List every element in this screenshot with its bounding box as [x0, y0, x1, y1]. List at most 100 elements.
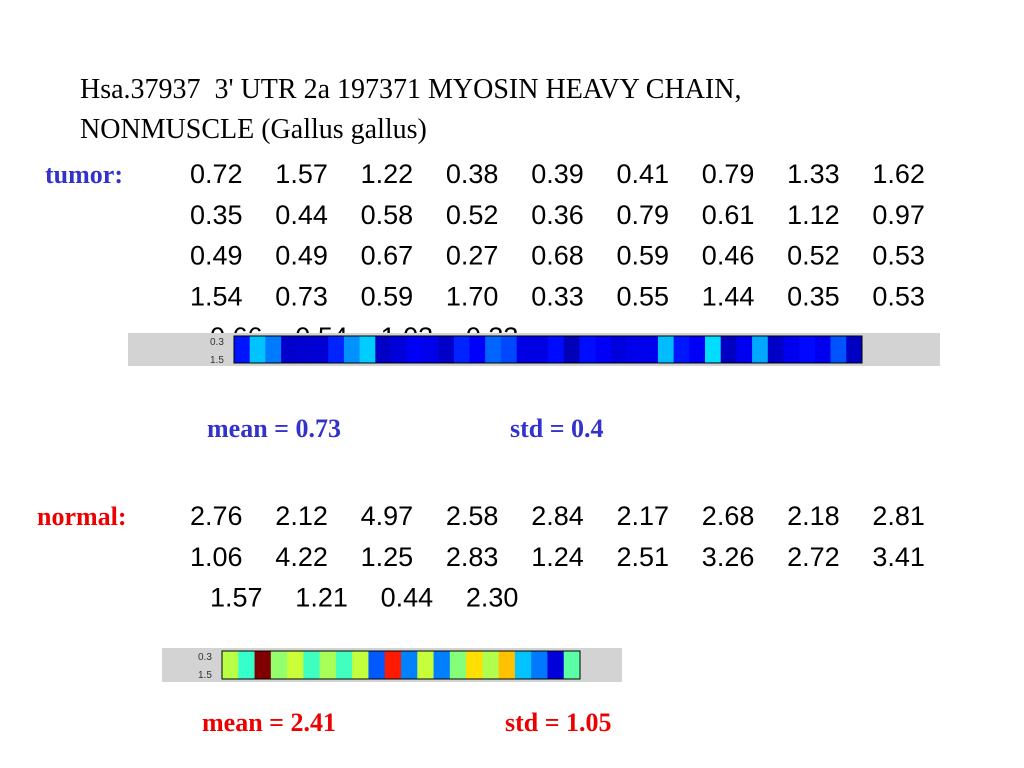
heatmap-label: 0.3	[198, 652, 212, 663]
heatmap-cell	[238, 651, 255, 679]
heatmap-cell	[720, 336, 737, 363]
heatmap-cell	[466, 651, 483, 679]
mean: mean = 0.73	[207, 414, 341, 443]
value: 0.41	[617, 159, 670, 189]
value: 0.73	[275, 281, 328, 311]
value: 0.44	[381, 583, 434, 613]
value: 2.68	[702, 501, 755, 531]
value: 2.18	[787, 501, 840, 531]
heatmap-cell	[783, 336, 800, 363]
heatmap-cell	[846, 336, 863, 363]
value: 2.51	[617, 542, 670, 572]
value: 2.30	[466, 583, 519, 613]
heatmap-cell	[270, 651, 288, 679]
heatmap-cell	[438, 336, 455, 363]
heatmap-cell	[657, 336, 674, 363]
heatmap-cell	[547, 651, 565, 679]
heatmap-cell	[391, 336, 407, 363]
value: 0.58	[361, 200, 414, 230]
value: 1.24	[531, 542, 584, 572]
heatmap-cell	[375, 336, 392, 363]
heatmap-cell	[799, 336, 816, 363]
value: 0.52	[446, 200, 499, 230]
heatmap-cell	[319, 651, 337, 679]
heatmap-cell	[352, 651, 369, 679]
heatmap-cell	[296, 336, 313, 363]
value: 4.97	[361, 501, 414, 531]
heatmap-cell	[626, 336, 643, 363]
heatmap-cell	[335, 651, 353, 679]
heatmap-cell	[249, 336, 266, 363]
group-label: tumor:	[45, 160, 123, 189]
value: 2.84	[531, 501, 584, 531]
heatmap-cell	[579, 336, 596, 363]
heatmap-label: 0.3	[210, 337, 224, 348]
value: 0.35	[190, 200, 243, 230]
heatmap-cell	[642, 336, 659, 363]
heatmap-cell	[814, 336, 831, 363]
heatmap-cell	[406, 336, 423, 363]
value: 1.54	[190, 281, 243, 311]
heatmap-cell	[449, 651, 467, 679]
value: 0.49	[275, 241, 328, 271]
heatmap-cell	[498, 651, 516, 679]
heatmap-cell	[516, 336, 533, 363]
value: 0.44	[275, 200, 328, 230]
value: 2.81	[872, 501, 925, 531]
heatmap-cell	[343, 336, 360, 363]
value: 0.61	[702, 200, 755, 230]
value: 1.21	[295, 583, 348, 613]
heatmap-frame	[221, 650, 581, 680]
value: 0.72	[190, 159, 243, 189]
value: 0.53	[872, 241, 925, 271]
value: 0.53	[872, 281, 925, 311]
group-label: normal:	[37, 502, 127, 531]
std: std = 0.4	[510, 414, 604, 443]
heatmap-cell	[531, 651, 548, 679]
heatmap-cell	[610, 336, 627, 363]
heatmap-cell	[563, 651, 581, 679]
heatmap-cell	[500, 336, 517, 363]
heatmap-cell	[482, 651, 499, 679]
heatmap-cell	[265, 336, 282, 363]
value: 1.12	[787, 200, 840, 230]
value: 1.62	[872, 159, 925, 189]
value: 1.06	[190, 542, 243, 572]
value: 0.36	[531, 200, 584, 230]
heatmap-cell	[485, 336, 502, 363]
value: 0.38	[446, 159, 499, 189]
value: 1.25	[361, 542, 414, 572]
title-line: NONMUSCLE (Gallus gallus)	[80, 114, 427, 145]
heatmap-cell	[287, 651, 304, 679]
value: 0.79	[702, 159, 755, 189]
heatmap-cell	[548, 336, 564, 363]
heatmap-cell	[736, 336, 753, 363]
heatmap-cell	[532, 336, 549, 363]
value: 1.44	[702, 281, 755, 311]
value: 0.35	[787, 281, 840, 311]
value: 2.17	[617, 501, 670, 531]
heatmap-cell	[303, 651, 320, 679]
heatmap-cell	[384, 651, 402, 679]
value: 0.79	[617, 200, 670, 230]
heatmap-cell	[417, 651, 434, 679]
heatmap-cell	[234, 336, 250, 363]
heatmap-cell	[222, 651, 239, 679]
heatmap-cell	[401, 651, 418, 679]
heatmap-cell	[595, 336, 612, 363]
value: 1.22	[361, 159, 414, 189]
mean: mean = 2.41	[202, 708, 336, 737]
value: 2.72	[787, 542, 840, 572]
value: 1.70	[446, 281, 499, 311]
value: 4.22	[275, 542, 328, 572]
std: std = 1.05	[505, 708, 612, 737]
heatmap-frame	[233, 335, 863, 364]
heatmap-cell	[689, 336, 706, 363]
value: 0.68	[531, 241, 584, 271]
value: 3.41	[872, 542, 925, 572]
value: 0.52	[787, 241, 840, 271]
heatmap-cell	[830, 336, 847, 363]
value: 3.26	[702, 542, 755, 572]
value: 1.57	[275, 159, 328, 189]
